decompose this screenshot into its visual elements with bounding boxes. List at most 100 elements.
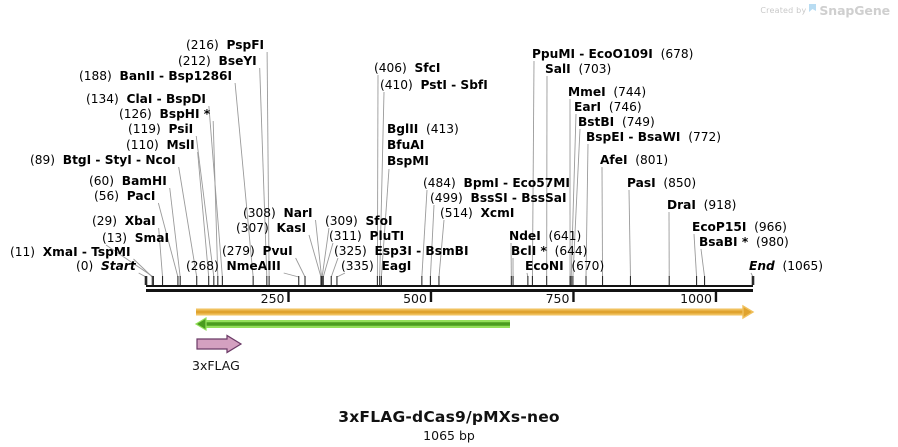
restriction-site-pvui[interactable]: (279) PvuI [222,245,293,257]
restriction-site-xmai[interactable]: (11) XmaI - TspMI [10,246,131,258]
site-enzyme-name: BamHI [121,174,167,188]
restriction-site-ppumi[interactable]: PpuMI - EcoO109I (678) [532,48,693,60]
site-position: (678) [660,47,694,61]
restriction-site-bseyi[interactable]: (212) BseYI [178,55,257,67]
site-enzyme-name: EcoP15I [692,220,747,234]
site-position: (744) [613,85,647,99]
restriction-site-smai[interactable]: (13) SmaI [102,232,169,244]
site-enzyme-name: EcoNI [525,259,564,273]
site-position: (309) [325,214,358,228]
restriction-site-sali[interactable]: SalI (703) [545,63,611,75]
axis-tick-label-250: 250 [260,291,285,306]
site-row: BfuAI [387,139,459,151]
restriction-site-clai[interactable]: (134) ClaI - BspDI [86,93,206,105]
restriction-site-econi[interactable]: EcoNI (670) [525,260,604,272]
site-row: BglII (413) [387,123,459,135]
axis-tick-label-1000: 1000 [680,291,712,306]
restriction-site-xbai[interactable]: (29) XbaI [92,215,156,227]
site-enzyme-name: PstI [420,78,447,92]
site-enzyme-name: BglII [387,122,419,136]
site-enzyme-name: NcoI [145,153,176,167]
site-position: (499) [430,191,463,205]
site-position: (406) [374,61,407,75]
restriction-site-eari[interactable]: EarI (746) [574,101,642,113]
site-position: (119) [128,122,161,136]
restriction-site-bsphi[interactable]: (126) BspHI * [119,108,210,120]
site-enzyme-name: XcmI [480,206,515,220]
restriction-site-bsabi[interactable]: BsaBI * (980) [699,236,789,248]
site-position: (670) [571,259,605,273]
site-enzyme-name: SbfI [460,78,488,92]
restriction-site-bsssi[interactable]: (499) BssSI - BssSaI [430,192,567,204]
restriction-site-ecop15i[interactable]: EcoP15I (966) [692,221,787,233]
restriction-site-bamhi[interactable]: (60) BamHI [89,175,167,187]
feature-label-3xflag: 3xFLAG [192,358,240,373]
restriction-site-kasi[interactable]: (307) KasI [236,222,306,234]
feature-arrow-3xflag [196,334,243,354]
site-position: (749) [621,115,655,129]
site-name-separator: - [77,245,92,259]
site-enzyme-name: SfcI [414,61,441,75]
restriction-site-start[interactable]: (0) Start [76,260,136,272]
site-enzyme-name: PspFI [226,38,265,52]
site-enzyme-name: PvuI [262,244,293,258]
restriction-site-bcli[interactable]: BclI * (644) [511,245,587,257]
site-enzyme-name: EcoO109I [588,47,653,61]
site-enzyme-name: NdeI [509,229,541,243]
restriction-site-pluti[interactable]: (311) PluTI [329,230,404,242]
restriction-site-afei[interactable]: AfeI (801) [600,154,668,166]
site-star-icon: * [199,107,211,121]
restriction-site-pasi[interactable]: PasI (850) [627,177,696,189]
restriction-site-sfci[interactable]: (406) SfcI [374,62,440,74]
restriction-site-nari[interactable]: (308) NarI [243,207,313,219]
restriction-site-nmeaiii[interactable]: (268) NmeAIII [186,260,281,272]
site-position: (56) [94,189,120,203]
restriction-site-eagi[interactable]: (335) EagI [341,260,411,272]
site-position: (850) [663,176,697,190]
site-position: (1065) [782,259,824,273]
site-enzyme-name: Bsp1286I [168,69,233,83]
site-enzyme-name: BtgI [62,153,92,167]
site-enzyme-name: BspEI [586,130,625,144]
site-position: (703) [578,62,612,76]
site-enzyme-name: XbaI [124,214,156,228]
restriction-site-xcmi[interactable]: (514) XcmI [440,207,514,219]
site-enzyme-name: End [749,259,775,273]
restriction-site-bstbi[interactable]: BstBI (749) [578,116,655,128]
restriction-site-bspei[interactable]: BspEI - BsaWI (772) [586,131,721,143]
site-row: BspMI [387,155,459,167]
restriction-site-msli[interactable]: (110) MslI [126,139,195,151]
site-enzyme-name: BanII [119,69,155,83]
site-enzyme-name: BpmI [463,176,499,190]
site-name-separator: - [575,47,589,61]
restriction-site-btgi[interactable]: (89) BtgI - StyI - NcoI [30,154,176,166]
site-position: (279) [222,244,255,258]
restriction-site-sfoi[interactable]: (309) SfoI [325,215,393,227]
site-position: (980) [755,235,789,249]
site-enzyme-name: AfeI [600,153,628,167]
site-enzyme-name: Esp3I [374,244,412,258]
site-position: (134) [86,92,119,106]
site-enzyme-name: EagI [381,259,412,273]
site-enzyme-name: PsiI [168,122,194,136]
site-enzyme-name: BsaWI [637,130,681,144]
restriction-site-bpmi[interactable]: (484) BpmI - Eco57MI [423,177,570,189]
restriction-site-ndei[interactable]: NdeI (641) [509,230,581,242]
restriction-site-esp3i[interactable]: (325) Esp3I - BsmBI [334,245,468,257]
restriction-site-end[interactable]: End (1065) [749,260,823,272]
restriction-site-pspfi[interactable]: (216) PspFI [186,39,264,51]
restriction-site-psii[interactable]: (119) PsiI [128,123,193,135]
site-position: (307) [236,221,269,235]
axis-tick-label-500: 500 [403,291,427,306]
restriction-site-drai[interactable]: DraI (918) [667,199,736,211]
site-position: (0) [76,259,94,273]
site-position: (801) [635,153,669,167]
site-position: (413) [426,122,459,136]
restriction-site-banii[interactable]: (188) BanII - Bsp1286I [79,70,232,82]
restriction-site-psti[interactable]: (410) PstI - SbfI [380,79,488,91]
site-name-separator: - [411,244,426,258]
restriction-site-paci[interactable]: (56) PacI [94,190,155,202]
site-position: (966) [754,220,787,234]
restriction-site-bglii[interactable]: BglII (413) BfuAI BspMI [387,123,459,168]
restriction-site-mmei[interactable]: MmeI (744) [568,86,646,98]
